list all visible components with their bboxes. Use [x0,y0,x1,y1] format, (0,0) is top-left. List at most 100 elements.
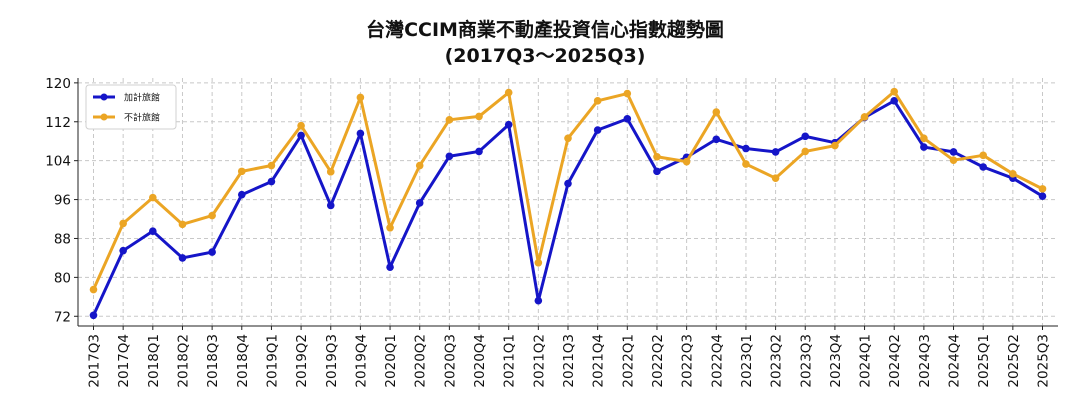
data-point [742,160,750,168]
x-tick-label: 2017Q3 [87,334,103,388]
x-tick-label: 2018Q4 [235,334,251,388]
y-tick-label: 120 [45,76,71,92]
x-tick-label: 2024Q3 [917,334,933,388]
legend-swatch-marker [100,113,108,121]
data-point [1038,192,1047,200]
legend-swatch-marker [100,93,108,101]
data-point [415,161,424,170]
data-point [89,285,98,294]
data-point [237,190,246,199]
data-point [89,311,98,320]
data-point [326,201,335,210]
data-point [297,131,305,140]
x-tick-label: 2023Q1 [739,334,755,388]
x-tick-label: 2021Q3 [561,334,577,388]
x-tick-label: 2024Q2 [887,334,903,388]
data-point [149,227,157,235]
x-tick-label: 2023Q4 [828,334,844,388]
data-point [564,179,572,188]
x-tick-label: 2019Q3 [324,334,340,388]
data-point [623,89,632,98]
legend-label: 不計旅館 [124,112,160,124]
data-point [1038,185,1047,193]
x-tick-label: 2022Q1 [620,334,636,388]
x-tick-label: 2018Q3 [205,334,221,388]
data-point [653,167,661,176]
x-tick-label: 2023Q2 [769,334,785,388]
data-point [623,115,632,123]
data-point [445,152,454,161]
series-layer [89,87,1047,320]
x-tick-label: 2023Q3 [798,334,814,388]
y-tick-label: 72 [54,309,71,325]
data-point [593,126,602,134]
data-point [267,177,276,186]
data-point [860,113,869,121]
data-point [504,120,513,129]
x-tick-label: 2025Q2 [1006,334,1022,388]
data-point [920,134,928,143]
x-tick-label: 2019Q2 [294,334,310,388]
data-point [890,97,899,105]
data-point [1009,169,1017,178]
data-point [979,163,987,171]
data-point [534,296,543,305]
data-point [445,116,454,124]
x-tick-label: 2024Q1 [858,334,874,388]
legend-label: 加計旅館 [124,92,160,104]
data-point [890,87,899,96]
data-point [564,134,572,143]
y-tick-label: 80 [54,270,71,286]
x-tick-label: 2018Q2 [175,334,191,388]
x-tick-label: 2021Q2 [531,334,547,388]
x-tick-label: 2020Q4 [472,334,488,388]
data-point [682,157,691,166]
data-point [208,211,216,220]
x-tick-label: 2017Q4 [116,334,132,388]
data-point [326,168,335,176]
data-point [653,152,661,161]
chart-subtitle: (2017Q3～2025Q3) [445,45,646,67]
y-tick-label: 104 [45,154,71,170]
data-point [267,161,276,170]
data-point [475,147,483,156]
data-point [920,143,928,151]
x-tick-label: 2019Q1 [264,334,280,388]
data-point [979,151,987,160]
x-tick-label: 2025Q3 [1036,334,1052,388]
x-tick-label: 2020Q1 [383,334,399,388]
data-point [534,258,543,267]
y-tick-label: 96 [54,193,71,209]
data-point [801,147,810,156]
data-point [386,223,394,232]
data-point [208,248,216,256]
x-tick-label: 2022Q2 [650,334,666,388]
x-tick-label: 2025Q1 [976,334,992,388]
data-point [415,199,424,207]
data-point [771,174,780,182]
data-point [119,219,127,228]
data-point [297,121,305,130]
data-point [119,246,127,255]
data-point [801,132,810,141]
data-point [178,220,187,229]
data-point [949,156,958,164]
data-point [712,135,721,144]
x-tick-label: 2021Q1 [502,334,518,388]
chart-title: 台灣CCIM商業不動產投資信心指數趨勢圖 [366,18,724,41]
data-point [712,108,721,116]
data-point [742,144,750,153]
x-tick-label: 2022Q4 [709,334,725,388]
x-tick-label: 2018Q1 [146,334,162,388]
data-point [356,129,365,138]
x-tick-label: 2019Q4 [353,334,369,388]
x-tick-label: 2020Q2 [413,334,429,388]
series-2 [89,87,1047,294]
data-point [356,93,365,102]
x-tick-label: 2020Q3 [442,334,458,388]
x-tick-label: 2022Q3 [680,334,696,388]
data-point [949,148,958,156]
